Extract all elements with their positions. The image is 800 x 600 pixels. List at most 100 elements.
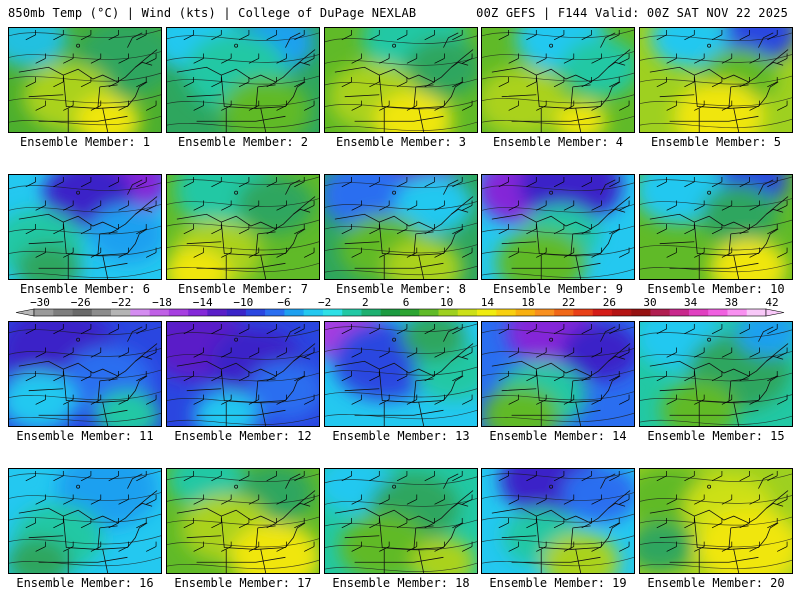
legend-color-bin [34, 309, 54, 316]
ensemble-member-map [481, 174, 635, 280]
state-borders [176, 326, 316, 426]
legend-tick-label: −30 [30, 296, 50, 309]
ensemble-member-map [166, 174, 320, 280]
height-contours [325, 323, 477, 420]
ensemble-member-label: Ensemble Member: 11 [16, 429, 154, 443]
legend-color-bin [727, 309, 748, 316]
legend-tick-label: 38 [725, 296, 738, 309]
height-contours [9, 470, 161, 567]
legend-tick-label: 6 [403, 296, 410, 309]
legend-color-bin [573, 309, 593, 316]
state-borders [649, 473, 789, 573]
ensemble-member-map [639, 321, 793, 427]
ensemble-member-label: Ensemble Member: 19 [489, 576, 627, 590]
ensemble-member-label: Ensemble Member: 2 [177, 135, 309, 149]
legend-color-bin [592, 309, 613, 316]
ensemble-member-map [324, 468, 478, 574]
legend-color-bin [265, 309, 285, 316]
legend-tick-label: −18 [152, 296, 172, 309]
legend-color-bin [419, 309, 439, 316]
legend-color-bin [226, 309, 247, 316]
legend-color-bin [245, 309, 266, 316]
state-borders [18, 32, 158, 132]
legend-tick-label: −14 [193, 296, 213, 309]
height-contours [9, 182, 161, 278]
wind-barbs [656, 29, 788, 111]
legend-color-bin [554, 309, 574, 316]
state-borders [176, 32, 316, 132]
legend-color-bin [111, 309, 131, 316]
legend-color-bin [688, 309, 709, 316]
legend-color-bin [53, 309, 73, 316]
wind-barbs [341, 29, 473, 111]
ensemble-member-label: Ensemble Member: 18 [332, 576, 470, 590]
ensemble-member-map [481, 27, 635, 133]
ensemble-member-label: Ensemble Member: 10 [647, 282, 785, 296]
wind-barbs [656, 323, 788, 405]
height-contours [482, 470, 634, 567]
legend-tick-label: 18 [521, 296, 534, 309]
temperature-color-legend: −30 −26 −22 −18 −14 −10 −6 −2 2 6 10 14 18 22 26 30 34 38… [15, 296, 785, 317]
legend-tick-label: −2 [318, 296, 331, 309]
legend-color-bin [496, 309, 516, 316]
ensemble-member-label: Ensemble Member: 13 [332, 429, 470, 443]
ensemble-member-map [166, 321, 320, 427]
ensemble-member-map [324, 27, 478, 133]
legend-color-bin [380, 309, 401, 316]
legend-color-bin [746, 309, 767, 316]
ensemble-member-label: Ensemble Member: 12 [174, 429, 312, 443]
legend-color-bin [72, 309, 93, 316]
legend-tick-label: 10 [440, 296, 453, 309]
ensemble-member-map [324, 321, 478, 427]
height-contours [482, 182, 634, 278]
legend-color-bin [515, 309, 536, 316]
wind-barbs [498, 29, 630, 111]
legend-color-bin [400, 309, 420, 316]
state-borders [491, 179, 631, 279]
ensemble-member-label: Ensemble Member: 3 [335, 135, 467, 149]
legend-color-bin [650, 309, 670, 316]
ensemble-member-label: Ensemble Member: 1 [19, 135, 151, 149]
wind-barbs [498, 323, 630, 405]
legend-color-bin [149, 309, 170, 316]
legend-color-bin [708, 309, 728, 316]
wind-barbs [498, 470, 630, 552]
legend-color-bin [91, 309, 112, 316]
ensemble-member-map [8, 174, 162, 280]
ensemble-member-label: Ensemble Member: 17 [174, 576, 312, 590]
legend-tick-label: 42 [765, 296, 778, 309]
legend-color-bin [168, 309, 189, 316]
legend-tick-label: 2 [362, 296, 369, 309]
model-run-info: 00Z GEFS | F144 Valid: 00Z SAT NOV 22 20… [476, 6, 788, 20]
height-contours [325, 476, 477, 572]
legend-tick-label: −10 [233, 296, 253, 309]
legend-color-bin [669, 309, 690, 316]
legend-color-bin [284, 309, 304, 316]
legend-tick-label: −26 [71, 296, 91, 309]
height-contours [9, 326, 161, 423]
wind-barbs [341, 323, 473, 405]
legend-tick-label: 34 [684, 296, 698, 309]
state-borders [176, 179, 316, 279]
legend-color-bin [534, 309, 555, 316]
state-borders [334, 32, 474, 132]
ensemble-member-label: Ensemble Member: 5 [650, 135, 782, 149]
ensemble-member-map [639, 468, 793, 574]
legend-tick-label: 14 [481, 296, 495, 309]
state-borders [176, 473, 316, 573]
state-borders [649, 32, 789, 132]
ensemble-member-label: Ensemble Member: 7 [177, 282, 309, 296]
legend-min-arrow [15, 308, 35, 317]
wind-barbs [183, 29, 315, 111]
legend-max-arrow [765, 308, 785, 317]
ensemble-member-label: Ensemble Member: 20 [647, 576, 785, 590]
state-borders [491, 473, 631, 573]
ensemble-member-label: Ensemble Member: 16 [16, 576, 154, 590]
legend-color-bin [130, 309, 150, 316]
height-contours [325, 35, 477, 131]
ensemble-member-map [324, 174, 478, 280]
legend-tick-label: −22 [111, 296, 131, 309]
ensemble-member-label: Ensemble Member: 9 [492, 282, 624, 296]
state-borders [18, 179, 158, 279]
state-borders [649, 179, 789, 279]
